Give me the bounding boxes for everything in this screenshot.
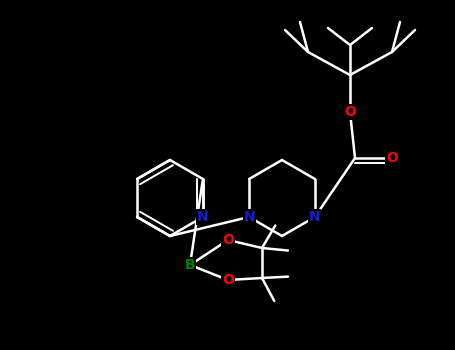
Text: N: N (309, 210, 321, 224)
Text: O: O (222, 233, 234, 247)
Text: O: O (344, 105, 356, 119)
Text: N: N (197, 210, 209, 224)
Text: O: O (386, 151, 398, 165)
Text: N: N (243, 210, 255, 224)
Text: O: O (222, 273, 234, 287)
Text: B: B (185, 258, 195, 272)
